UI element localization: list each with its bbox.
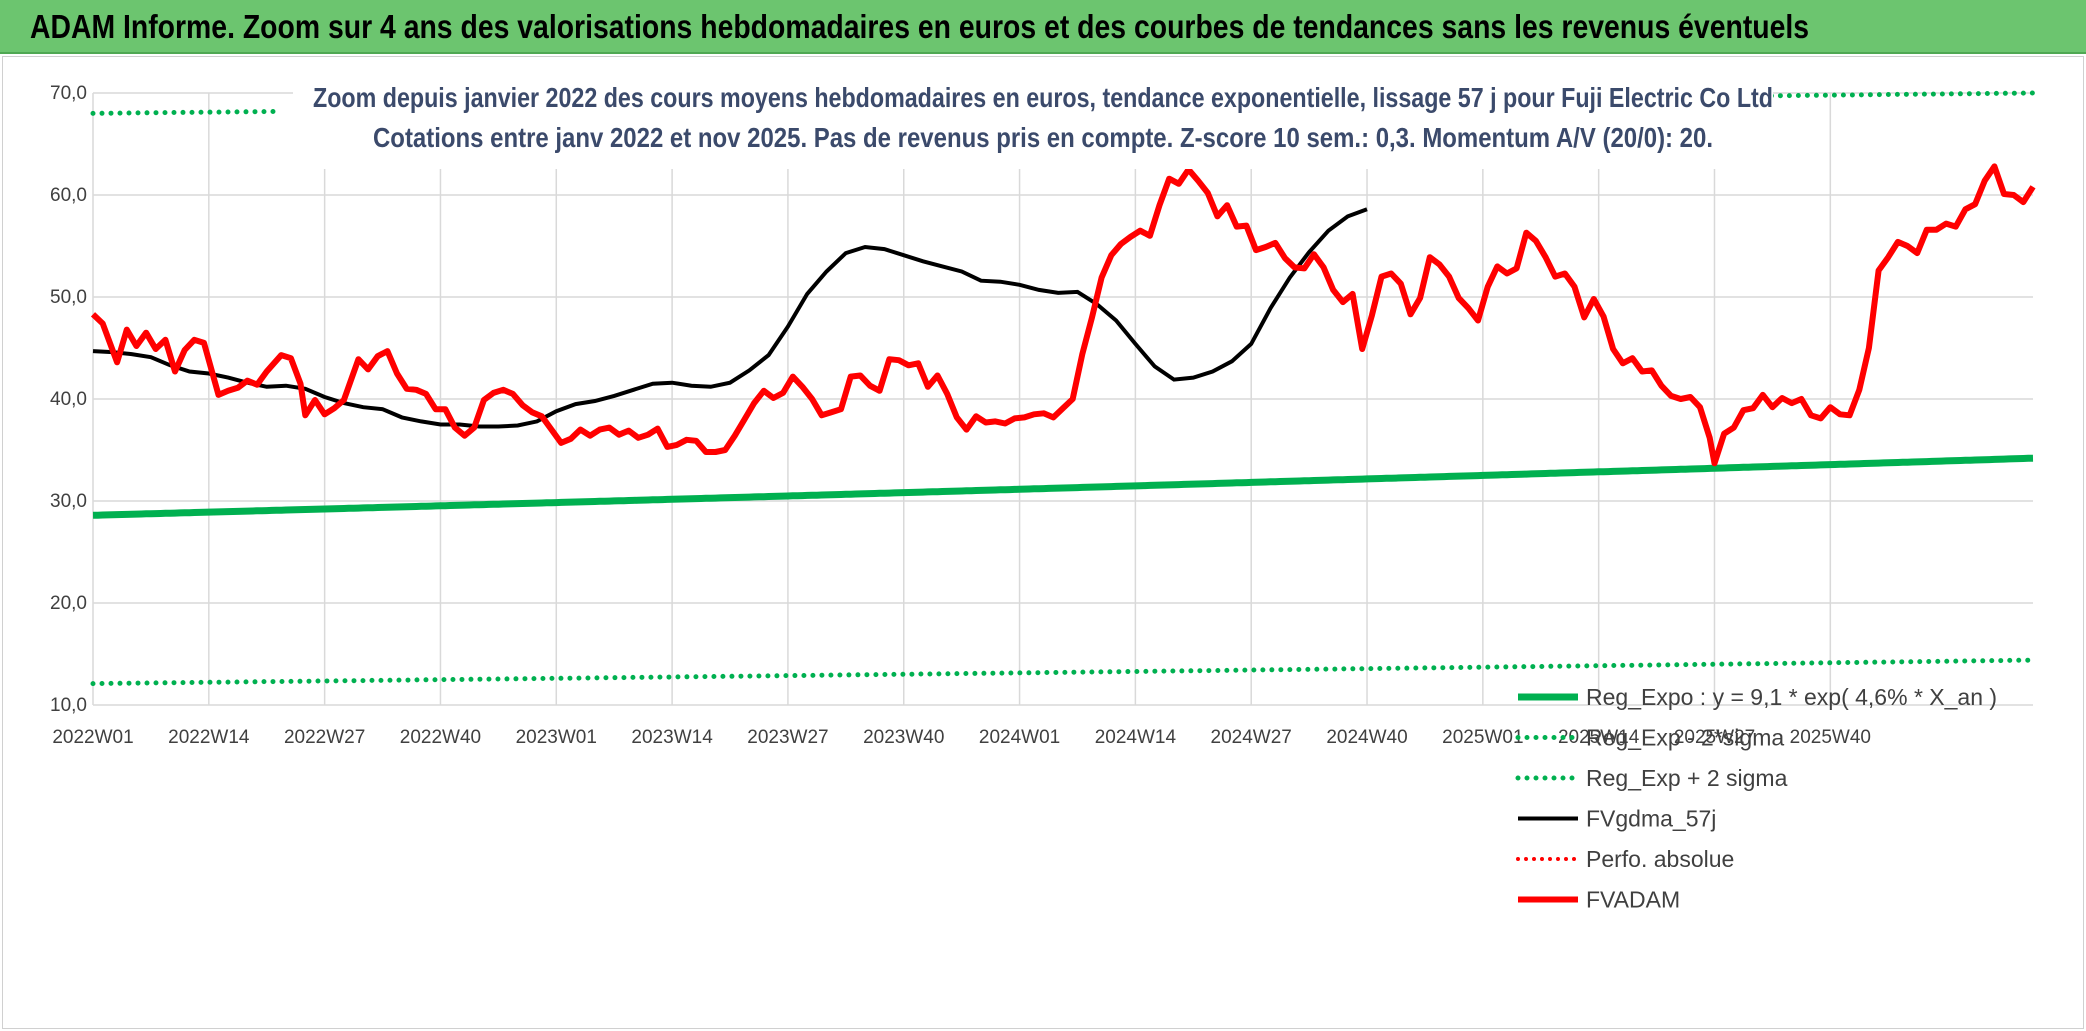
series-band-2: [1687, 90, 2036, 100]
y-tick-label: 60,0: [50, 185, 87, 206]
x-tick-label: 2022W40: [400, 727, 481, 748]
x-tick-label: 2023W14: [631, 727, 713, 748]
series-band-1: [90, 657, 2036, 687]
x-tick-label: 2025W01: [1442, 727, 1523, 748]
x-tick-label: 2025W27: [1674, 727, 1755, 748]
legend-label: FVgdma_57j: [1586, 806, 1716, 832]
chart-frame: 10,0 20,0 30,0 40,0 50,0 60,0 70,0 2022W01 2022…: [2, 56, 2084, 1029]
y-axis-tick-labels: 10,0 20,0 30,0 40,0 50,0 60,0 70,0: [50, 83, 87, 716]
x-tick-label: 2025W40: [1790, 727, 1871, 748]
x-tick-label: 2024W40: [1326, 727, 1407, 748]
gridlines: [92, 92, 2033, 706]
legend-label: FVADAM: [1586, 887, 1680, 913]
x-tick-label: 2024W14: [1095, 727, 1177, 748]
line-chart: 10,020,030,040,050,060,070,0 2022W01 2022…: [50, 59, 2036, 913]
report-title: ADAM Informe. Zoom sur 4 ans des valoris…: [30, 8, 1810, 45]
series-band-2: [90, 108, 284, 116]
chart-subtitle: Cotations entre janv 2022 et nov 2025. P…: [373, 122, 1713, 153]
legend-label: Perfo. absolue: [1586, 846, 1734, 872]
legend-label: Reg_Exp + 2 sigma: [1586, 765, 1788, 791]
legend-label: Reg_Exp - 2*sigma: [1586, 725, 1784, 751]
series-layer: [90, 90, 2036, 687]
chart-title: Zoom depuis janvier 2022 des cours moyen…: [313, 82, 1773, 113]
x-tick-label: 2025W14: [1558, 727, 1640, 748]
x-tick-label: 2022W27: [284, 727, 365, 748]
series-fvadam: [90, 163, 2036, 467]
legend-label: Reg_Expo : y = 9,1 * exp( 4,6% * X_an ): [1586, 684, 1997, 710]
x-tick-label: 2023W01: [516, 727, 597, 748]
y-tick-label: 20,0: [50, 593, 87, 614]
series-reg-expo: [92, 454, 2034, 519]
x-tick-label: 2024W01: [979, 727, 1060, 748]
series-fvgdma-57j: [92, 207, 1368, 429]
y-tick-label: 70,0: [50, 83, 87, 104]
x-tick-label: 2024W27: [1211, 727, 1292, 748]
y-tick-label: 30,0: [50, 491, 87, 512]
x-tick-label: 2023W40: [863, 727, 944, 748]
y-tick-label: 40,0: [50, 389, 87, 410]
report-banner: ADAM Informe. Zoom sur 4 ans des valoris…: [0, 0, 2086, 54]
x-tick-label: 2023W27: [747, 727, 828, 748]
y-tick-label: 50,0: [50, 287, 87, 308]
legend: Reg_Expo : y = 9,1 * exp( 4,6% * X_an ) R…: [1515, 684, 1997, 913]
x-axis-tick-labels: 2022W01 2022W14 2022W27 2022W40 2023W01 2023W…: [52, 727, 1871, 748]
x-tick-label: 2022W01: [52, 727, 133, 748]
x-tick-label: 2022W14: [168, 727, 250, 748]
y-tick-label: 10,0: [50, 695, 87, 716]
title-backdrop: [293, 59, 1773, 169]
